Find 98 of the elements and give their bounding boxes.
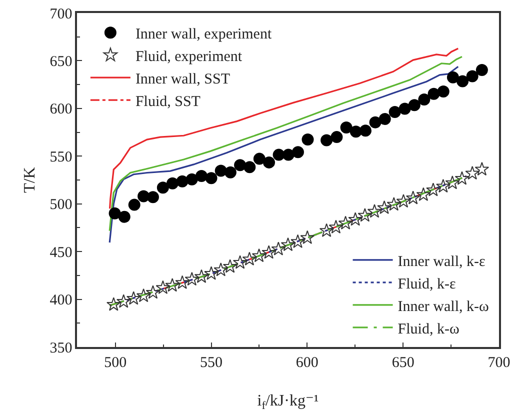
point (280, 237, 296, 252)
point (330, 131, 343, 144)
point (263, 156, 276, 168)
point (350, 126, 362, 138)
y-tick-label: 550 (50, 149, 72, 166)
point (328, 220, 344, 234)
point (338, 216, 353, 230)
point (445, 176, 460, 190)
point (106, 297, 121, 311)
legend-label: Inner wall, SST (135, 71, 230, 88)
legend-label: Fluid, experiment (135, 48, 243, 65)
point (186, 173, 198, 186)
point (319, 223, 334, 237)
point (377, 200, 392, 214)
point (398, 102, 411, 115)
point (252, 248, 266, 262)
y-tick-label: 600 (50, 102, 72, 118)
point (165, 278, 180, 292)
point (320, 134, 333, 146)
point (359, 124, 372, 137)
point (426, 182, 440, 196)
point (446, 71, 459, 84)
point (474, 162, 490, 176)
x-axis-title: i$_{f}$/kJ·kg⁻¹ (257, 392, 319, 412)
point (386, 197, 402, 211)
point (253, 152, 266, 165)
legend-label: Inner wall, k-ω (398, 298, 489, 315)
point (128, 198, 140, 211)
point (406, 190, 420, 204)
point (290, 234, 305, 248)
point (136, 288, 151, 302)
point (204, 266, 218, 280)
point (437, 86, 450, 98)
point (195, 170, 208, 182)
point (156, 182, 169, 194)
x-tick-label: 600 (296, 354, 318, 371)
point (428, 88, 440, 100)
point (146, 285, 160, 299)
point (358, 208, 372, 222)
point (118, 210, 130, 223)
y-axis-title: T/K (22, 166, 38, 193)
point (166, 177, 179, 190)
legend-label: Inner wall, experiment (135, 26, 272, 42)
x-tick-label: 500 (104, 354, 127, 371)
point (388, 106, 401, 118)
point (340, 122, 352, 134)
y-tick-label: 350 (50, 340, 72, 356)
legend-label: Fluid, k-ε (398, 276, 456, 292)
point (156, 280, 170, 294)
y-tick-label: 700 (50, 6, 72, 22)
point (367, 204, 382, 218)
point (214, 164, 227, 177)
point (465, 166, 480, 180)
point (194, 269, 209, 283)
point (271, 242, 286, 256)
point (396, 194, 411, 208)
y-tick-label: 500 (50, 197, 72, 214)
point (369, 116, 382, 128)
point (222, 259, 238, 273)
legend-label: Fluid, k-ω (398, 321, 460, 338)
point (175, 275, 190, 289)
point (378, 113, 391, 126)
point (454, 171, 470, 185)
point (126, 291, 141, 305)
point (436, 178, 450, 193)
legend-label: Fluid, SST (135, 94, 200, 110)
point (418, 93, 430, 106)
point (282, 148, 294, 161)
point (262, 245, 276, 259)
point (146, 191, 159, 204)
point (205, 172, 218, 184)
point (224, 166, 236, 178)
x-tick-label: 700 (488, 354, 510, 371)
point (214, 262, 228, 276)
point (408, 99, 420, 112)
point (176, 175, 188, 188)
point (466, 70, 478, 82)
y-tick-label: 450 (50, 244, 72, 261)
legend-label: Inner wall, k-ε (398, 254, 486, 270)
y-tick-label: 650 (50, 54, 72, 70)
x-tick-label: 550 (200, 354, 223, 371)
point (108, 207, 121, 220)
point (456, 75, 469, 88)
point (300, 230, 315, 244)
point (116, 294, 131, 308)
y-tick-label: 400 (50, 292, 72, 309)
point (184, 272, 200, 286)
point (244, 161, 256, 174)
x-tick-label: 650 (392, 354, 414, 371)
point (234, 159, 246, 172)
point (138, 190, 150, 202)
point (416, 187, 431, 201)
point (476, 64, 488, 76)
point (292, 146, 304, 158)
point (348, 212, 362, 226)
point (232, 255, 248, 269)
point (302, 134, 314, 146)
point (242, 252, 257, 266)
